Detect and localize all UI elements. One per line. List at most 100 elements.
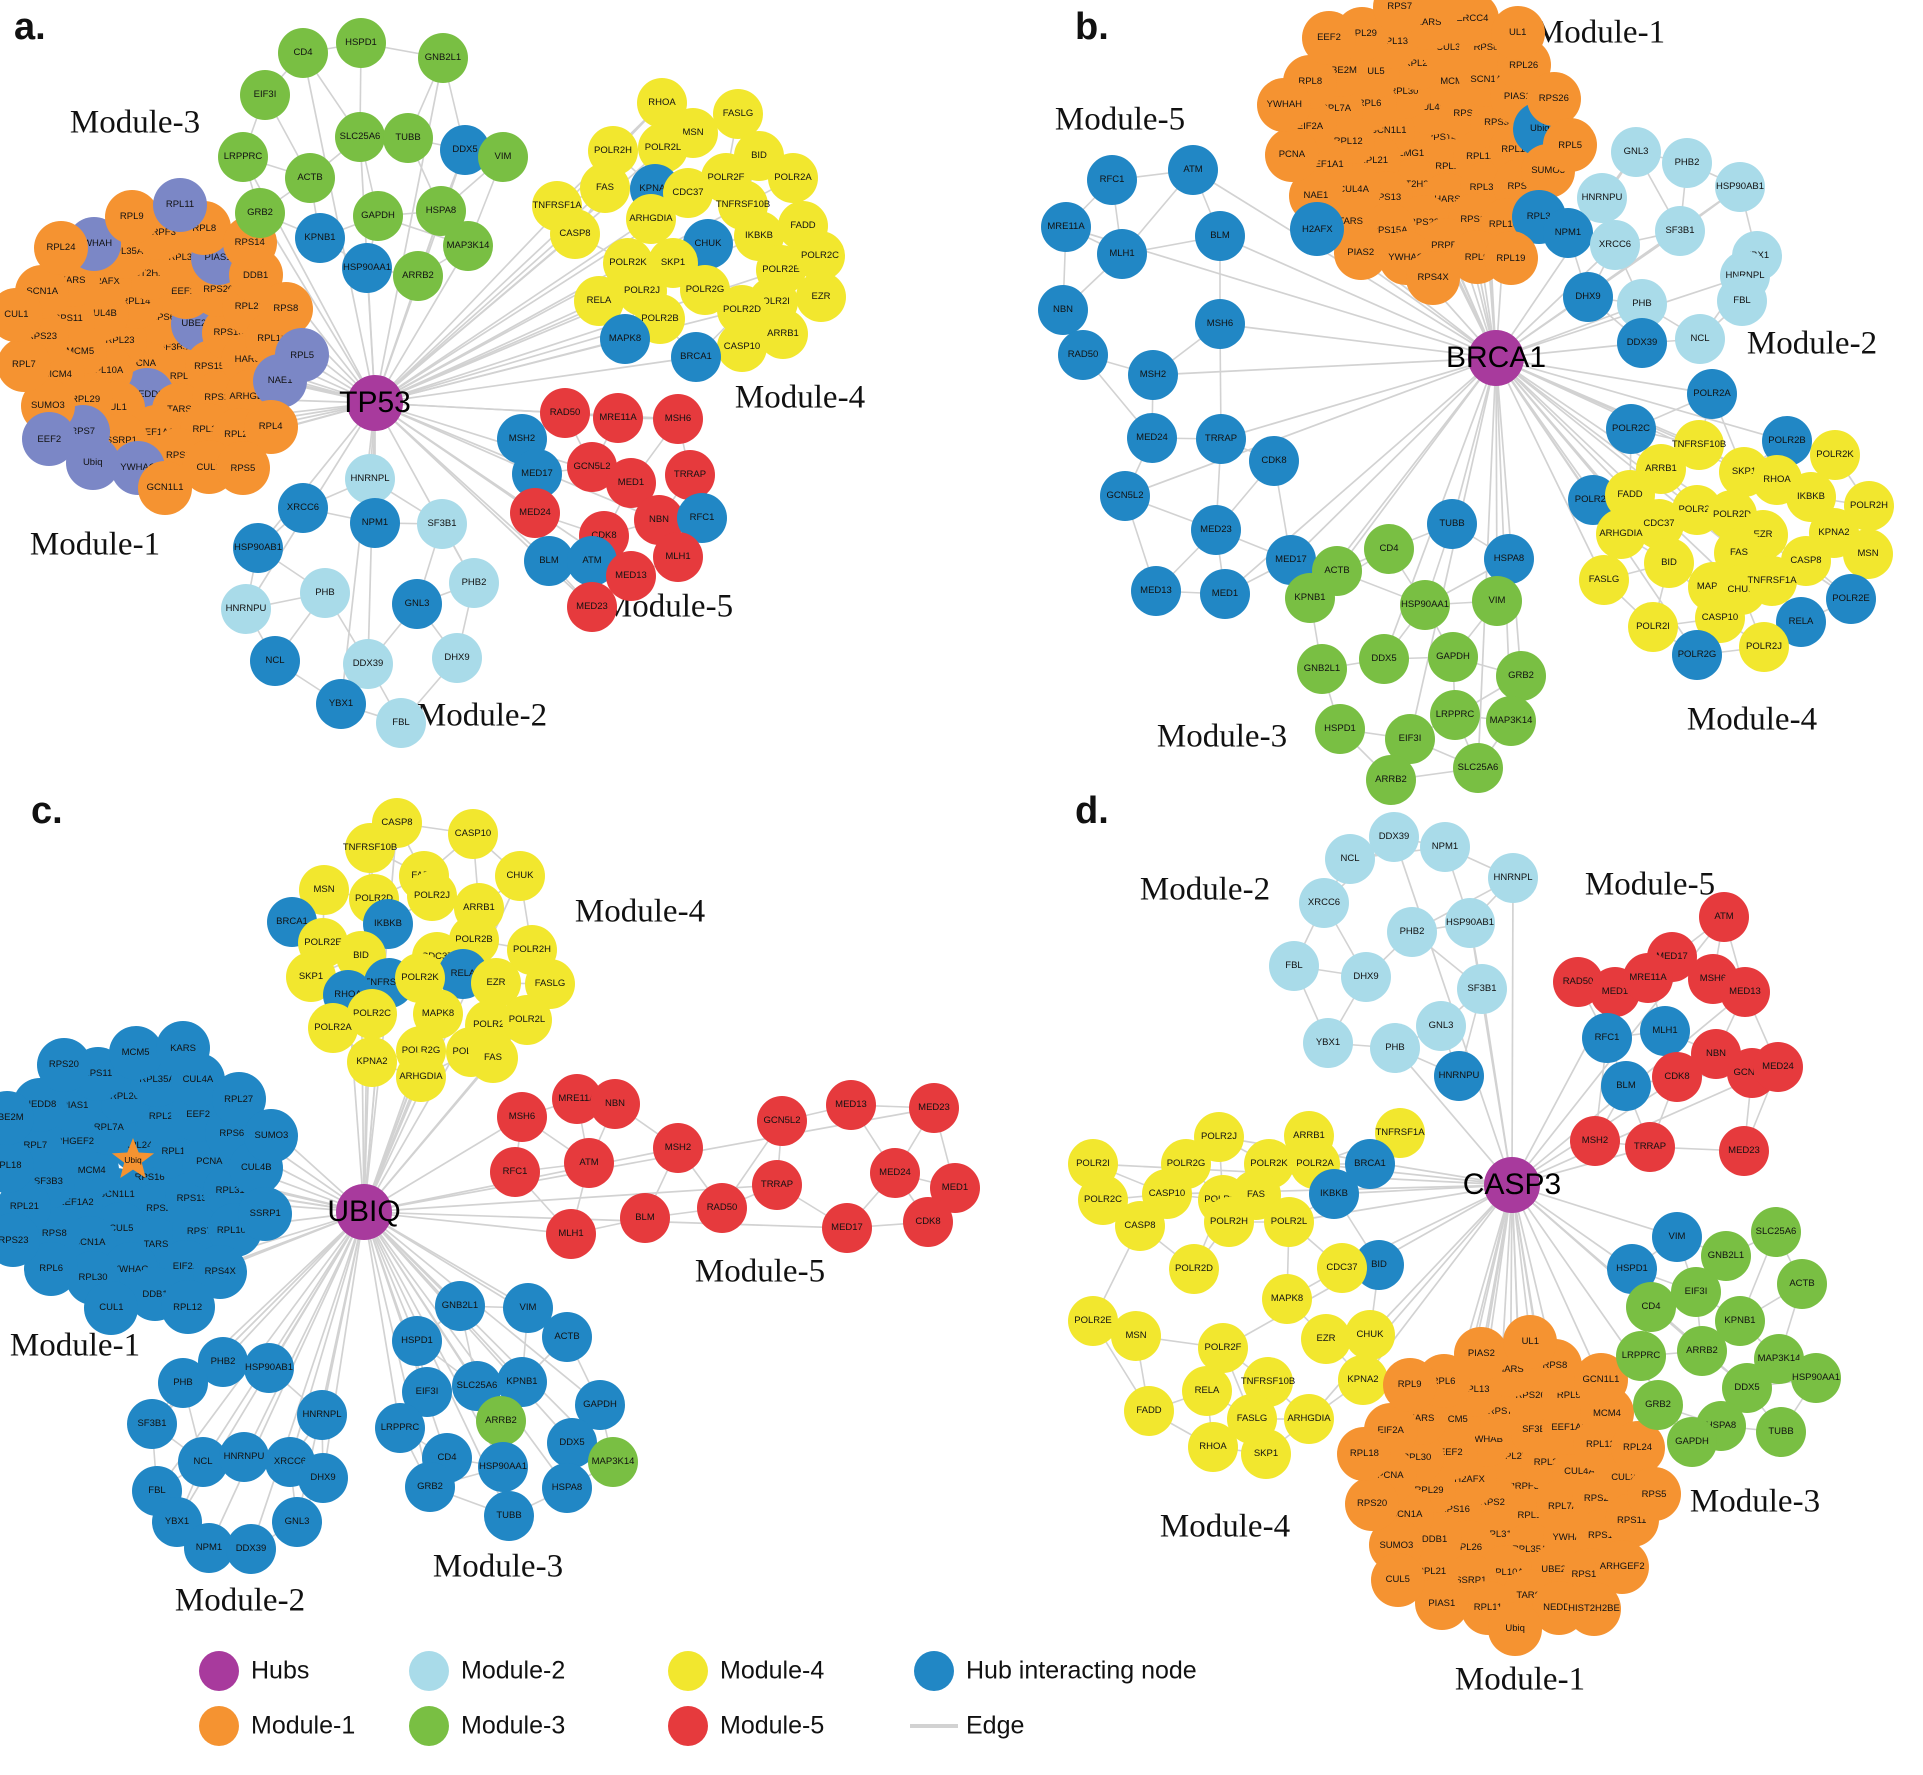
node-d-skp1[interactable]: SKP1 [1241, 1429, 1291, 1479]
node-d-chuk[interactable]: CHUK [1345, 1310, 1395, 1360]
node-b-gnb2l1[interactable]: GNB2L1 [1297, 644, 1347, 694]
node-d-sf3b1[interactable]: SF3B1 [1457, 964, 1507, 1014]
node-c-sf3b1[interactable]: SF3B1 [127, 1399, 177, 1449]
node-c-chuk[interactable]: CHUK [495, 851, 545, 901]
node-a-gapdh[interactable]: GAPDH [353, 191, 403, 241]
node-d-dhx9[interactable]: DHX9 [1341, 952, 1391, 1002]
node-d-cd4[interactable]: CD4 [1626, 1282, 1676, 1332]
node-c-med17[interactable]: MED17 [822, 1203, 872, 1253]
node-b-msh6[interactable]: MSH6 [1195, 299, 1245, 349]
node-d-casp8[interactable]: CASP8 [1115, 1201, 1165, 1251]
node-a-casp10[interactable]: CASP10 [717, 322, 767, 372]
node-d-cdk8[interactable]: CDK8 [1652, 1052, 1702, 1102]
node-d-arrb2[interactable]: ARRB2 [1677, 1326, 1727, 1376]
node-d-msn[interactable]: MSN [1111, 1311, 1161, 1361]
node-a-lrpprc[interactable]: LRPPRC [218, 132, 268, 182]
node-c-fas[interactable]: FAS [468, 1033, 518, 1083]
node-b-npm1[interactable]: NPM1 [1543, 208, 1593, 258]
node-b-blm[interactable]: BLM [1195, 211, 1245, 261]
node-c-hnrnpu[interactable]: HNRNPU [219, 1432, 269, 1482]
node-a-gnl3[interactable]: GNL3 [392, 579, 442, 629]
node-d-eif3i[interactable]: EIF3I [1671, 1267, 1721, 1317]
node-d-atm[interactable]: ATM [1699, 892, 1749, 942]
node-b-polr2j[interactable]: POLR2J [1739, 622, 1789, 672]
node-c-actb[interactable]: ACTB [542, 1312, 592, 1362]
node-b-dhx9[interactable]: DHX9 [1563, 272, 1613, 322]
node-d-fbl[interactable]: FBL [1269, 941, 1319, 991]
node-a-polr2a[interactable]: POLR2A [768, 153, 818, 203]
node-c-polr2l[interactable]: POLR2L [502, 995, 552, 1045]
node-d-actb[interactable]: ACTB [1777, 1259, 1827, 1309]
node-c-ddx39[interactable]: DDX39 [226, 1524, 276, 1574]
node-b-ddx5[interactable]: DDX5 [1359, 634, 1409, 684]
node-c-mlh1[interactable]: MLH1 [546, 1209, 596, 1259]
node-b-med13[interactable]: MED13 [1131, 566, 1181, 616]
node-c-ssrp1[interactable]: SSRP1 [238, 1186, 293, 1241]
node-c-polr2a[interactable]: POLR2A [308, 1003, 358, 1053]
node-b-mlh1[interactable]: MLH1 [1097, 229, 1147, 279]
node-b-hspd1[interactable]: HSPD1 [1315, 704, 1365, 754]
node-c-rpl12[interactable]: RPL12 [160, 1280, 215, 1335]
node-a-ezr[interactable]: EZR [796, 272, 846, 322]
node-a-rpl24[interactable]: RPL24 [33, 220, 88, 275]
node-d-ncl[interactable]: NCL [1325, 834, 1375, 884]
node-a-gcn1l1[interactable]: GCN1L1 [138, 460, 193, 515]
node-a-rpl11[interactable]: RPL11 [153, 177, 208, 232]
node-b-polr2i[interactable]: POLR2I [1628, 602, 1678, 652]
node-b-cdk8[interactable]: CDK8 [1249, 436, 1299, 486]
node-c-sumo3[interactable]: SUMO3 [244, 1108, 299, 1163]
node-b-hsp90aa1[interactable]: HSP90AA1 [1400, 580, 1450, 630]
node-d-msh2[interactable]: MSH2 [1570, 1116, 1620, 1166]
node-c-gnl3[interactable]: GNL3 [272, 1497, 322, 1547]
node-b-rpl19[interactable]: RPL19 [1483, 231, 1538, 286]
node-a-dhx9[interactable]: DHX9 [432, 633, 482, 683]
node-d-med13[interactable]: MED13 [1720, 967, 1770, 1017]
node-b-rps4x[interactable]: RPS4X [1406, 250, 1461, 305]
node-d-ddx39[interactable]: DDX39 [1369, 812, 1419, 862]
node-c-mcm5[interactable]: MCM5 [108, 1025, 163, 1080]
node-d-rps5[interactable]: RPS5 [1627, 1467, 1682, 1522]
node-c-hnrnpl[interactable]: HNRNPL [297, 1390, 347, 1440]
node-c-msh2[interactable]: MSH2 [653, 1123, 703, 1173]
node-c-rps20[interactable]: RPS20 [36, 1038, 91, 1093]
node-b-atm[interactable]: ATM [1168, 145, 1218, 195]
node-c-polr2j[interactable]: POLR2J [407, 871, 457, 921]
node-c-med13[interactable]: MED13 [826, 1080, 876, 1130]
node-d-trrap[interactable]: TRRAP [1625, 1122, 1675, 1172]
node-a-hnrnpl[interactable]: HNRNPL [345, 454, 395, 504]
node-c-arrb2[interactable]: ARRB2 [476, 1396, 526, 1446]
node-b-hsp90ab1[interactable]: HSP90AB1 [1715, 162, 1765, 212]
node-b-ddx39[interactable]: DDX39 [1617, 318, 1667, 368]
node-a-fas[interactable]: FAS [580, 163, 630, 213]
node-b-ywhah[interactable]: YWHAH [1257, 77, 1312, 132]
node-d-hist2h2be[interactable]: HIST2H2BE [1566, 1581, 1621, 1636]
node-d-slc25a6[interactable]: SLC25A6 [1751, 1207, 1801, 1257]
node-b-rad50[interactable]: RAD50 [1058, 330, 1108, 380]
node-c-dhx9[interactable]: DHX9 [298, 1453, 348, 1503]
node-c-hsp90ab1[interactable]: HSP90AB1 [244, 1343, 294, 1393]
node-c-trrap[interactable]: TRRAP [752, 1160, 802, 1210]
node-c-tnfrsf10b[interactable]: TNFRSF10B [343, 823, 397, 873]
node-b-mre11a[interactable]: MRE11A [1041, 202, 1091, 252]
node-c-tubb[interactable]: TUBB [484, 1491, 534, 1541]
node-a-sf3b1[interactable]: SF3B1 [417, 499, 467, 549]
node-c-gcn5l2[interactable]: GCN5L2 [757, 1096, 807, 1146]
node-a-hsp90aa1[interactable]: HSP90AA1 [342, 243, 392, 293]
node-c-rad50[interactable]: RAD50 [697, 1183, 747, 1233]
node-b-trrap[interactable]: TRRAP [1196, 414, 1246, 464]
node-c-lrpprc[interactable]: LRPPRC [375, 1403, 425, 1453]
node-d-mapk8[interactable]: MAPK8 [1262, 1274, 1312, 1324]
node-b-pcna[interactable]: PCNA [1264, 127, 1319, 182]
node-b-bid[interactable]: BID [1644, 538, 1694, 588]
node-d-phb[interactable]: PHB [1370, 1023, 1420, 1073]
node-a-hspd1[interactable]: HSPD1 [336, 18, 386, 68]
node-d-gnl3[interactable]: GNL3 [1416, 1001, 1466, 1051]
node-a-mlh1[interactable]: MLH1 [653, 532, 703, 582]
node-c-cul1[interactable]: CUL1 [84, 1280, 139, 1335]
node-b-rfc1[interactable]: RFC1 [1087, 155, 1137, 205]
node-a-slc25a6[interactable]: SLC25A6 [335, 112, 385, 162]
node-b-nbn[interactable]: NBN [1038, 285, 1088, 335]
node-a-cd4[interactable]: CD4 [278, 28, 328, 78]
node-d-fadd[interactable]: FADD [1124, 1386, 1174, 1436]
node-d-ul1[interactable]: UL1 [1503, 1314, 1558, 1369]
